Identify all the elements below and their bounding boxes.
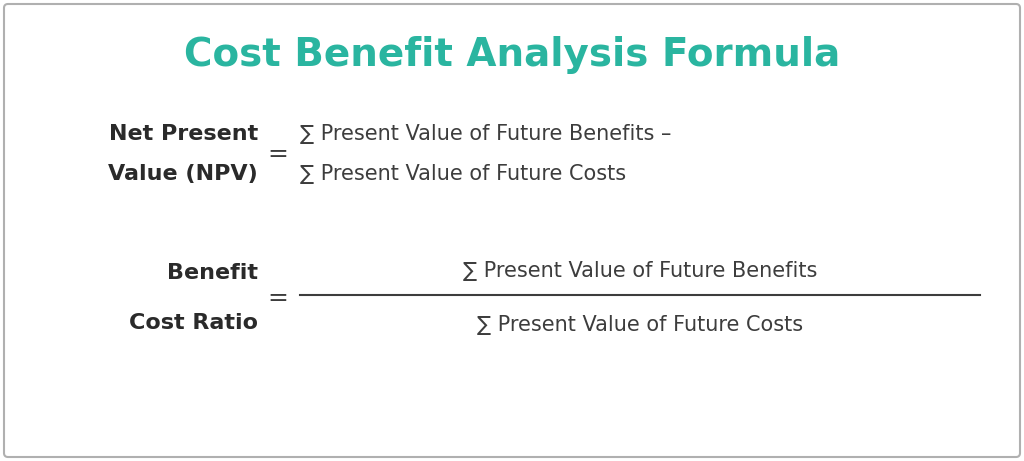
Text: Cost Benefit Analysis Formula: Cost Benefit Analysis Formula bbox=[184, 36, 840, 74]
Text: ∑ Present Value of Future Costs: ∑ Present Value of Future Costs bbox=[477, 315, 803, 335]
Text: =: = bbox=[267, 286, 289, 310]
FancyBboxPatch shape bbox=[4, 4, 1020, 457]
Text: ∑ Present Value of Future Costs: ∑ Present Value of Future Costs bbox=[300, 164, 626, 184]
Text: Value (NPV): Value (NPV) bbox=[109, 164, 258, 184]
Text: ∑ Present Value of Future Benefits –: ∑ Present Value of Future Benefits – bbox=[300, 124, 672, 144]
Text: Benefit: Benefit bbox=[167, 263, 258, 283]
Text: Net Present: Net Present bbox=[109, 124, 258, 144]
Text: Cost Ratio: Cost Ratio bbox=[129, 313, 258, 333]
Text: =: = bbox=[267, 142, 289, 166]
Text: ∑ Present Value of Future Benefits: ∑ Present Value of Future Benefits bbox=[463, 261, 817, 281]
